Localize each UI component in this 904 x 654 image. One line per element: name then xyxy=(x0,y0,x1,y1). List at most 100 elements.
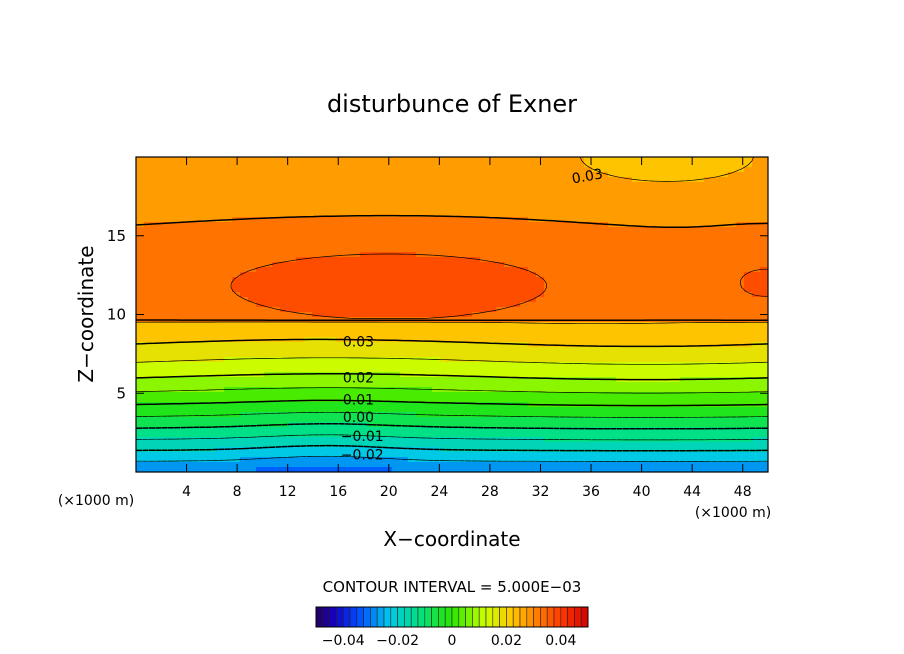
field-cell xyxy=(432,342,441,348)
field-cell xyxy=(600,167,609,173)
field-cell xyxy=(528,327,537,333)
field-cell xyxy=(680,227,689,233)
field-cell xyxy=(320,217,329,223)
field-cell xyxy=(552,242,561,248)
field-cell xyxy=(640,167,649,173)
field-cell xyxy=(264,437,273,443)
field-cell xyxy=(344,457,353,463)
field-cell xyxy=(552,222,561,228)
field-cell xyxy=(552,467,561,472)
field-cell xyxy=(520,187,529,193)
field-cell xyxy=(624,397,633,403)
field-cell xyxy=(744,232,753,238)
field-cell xyxy=(752,462,761,468)
field-cell xyxy=(712,227,721,233)
field-cell xyxy=(736,172,745,178)
field-cell xyxy=(480,382,489,388)
field-cell xyxy=(280,242,289,248)
field-cell xyxy=(672,352,681,358)
field-cell xyxy=(176,397,185,403)
field-cell xyxy=(584,202,593,208)
field-cell xyxy=(448,252,457,258)
field-cell xyxy=(680,417,689,423)
field-cell xyxy=(656,332,665,338)
field-cell xyxy=(496,342,505,348)
field-cell xyxy=(256,217,265,223)
field-cell xyxy=(544,197,553,203)
field-cell xyxy=(416,462,425,468)
field-cell xyxy=(728,237,737,243)
field-cell xyxy=(568,432,577,438)
field-cell xyxy=(656,352,665,358)
field-cell xyxy=(376,432,385,438)
field-cell xyxy=(488,277,497,283)
field-cell xyxy=(264,327,273,333)
field-cell xyxy=(152,337,161,343)
field-cell xyxy=(448,157,457,163)
field-cell xyxy=(384,397,393,403)
field-cell xyxy=(464,257,473,263)
field-cell xyxy=(544,372,553,378)
field-cell xyxy=(504,397,513,403)
field-cell xyxy=(344,282,353,288)
field-cell xyxy=(256,207,265,213)
field-cell xyxy=(544,207,553,213)
field-cell xyxy=(408,417,417,423)
field-cell xyxy=(608,297,617,303)
field-cell xyxy=(592,172,601,178)
field-cell xyxy=(568,467,577,472)
field-cell xyxy=(208,182,217,188)
field-cell xyxy=(224,242,233,248)
field-cell xyxy=(712,407,721,413)
field-cell xyxy=(336,162,345,168)
field-cell xyxy=(736,387,745,393)
field-cell xyxy=(552,177,561,183)
field-cell xyxy=(336,347,345,353)
field-cell xyxy=(560,452,569,458)
field-cell xyxy=(320,242,329,248)
field-cell xyxy=(608,302,617,308)
field-cell xyxy=(592,412,601,418)
field-cell xyxy=(640,422,649,428)
field-cell xyxy=(600,297,609,303)
field-cell xyxy=(448,232,457,238)
field-cell xyxy=(592,392,601,398)
field-cell xyxy=(320,402,329,408)
field-cell xyxy=(568,462,577,468)
field-cell xyxy=(192,212,201,218)
field-cell xyxy=(232,167,241,173)
field-cell xyxy=(464,332,473,338)
field-cell xyxy=(528,247,537,253)
field-cell xyxy=(544,377,553,383)
field-cell xyxy=(312,352,321,358)
field-cell xyxy=(192,167,201,173)
field-cell xyxy=(480,442,489,448)
field-cell xyxy=(160,337,169,343)
field-cell xyxy=(192,157,201,163)
field-cell xyxy=(528,227,537,233)
field-cell xyxy=(344,197,353,203)
field-cell xyxy=(376,392,385,398)
field-cell xyxy=(352,182,361,188)
field-cell xyxy=(704,352,713,358)
field-cell xyxy=(272,412,281,418)
field-cell xyxy=(624,272,633,278)
field-cell xyxy=(472,362,481,368)
field-cell xyxy=(712,257,721,263)
field-cell xyxy=(280,182,289,188)
field-cell xyxy=(704,277,713,283)
field-cell xyxy=(336,342,345,348)
field-cell xyxy=(576,287,585,293)
field-cell xyxy=(592,302,601,308)
field-cell xyxy=(480,362,489,368)
field-cell xyxy=(248,427,257,433)
field-cell xyxy=(760,362,768,368)
field-cell xyxy=(216,297,225,303)
field-cell xyxy=(488,352,497,358)
field-cell xyxy=(416,367,425,373)
field-cell xyxy=(736,337,745,343)
field-cell xyxy=(168,257,177,263)
field-cell xyxy=(520,257,529,263)
field-cell xyxy=(480,187,489,193)
field-cell xyxy=(624,297,633,303)
